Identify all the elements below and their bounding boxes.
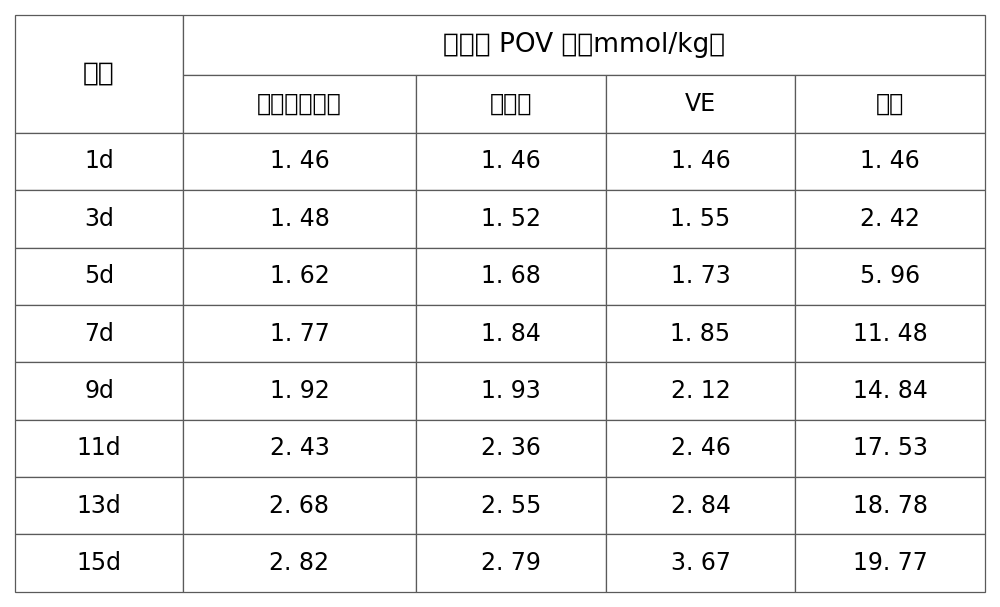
Bar [795, 362, 985, 419]
Text: 7d: 7d [84, 322, 114, 345]
Text: 1. 52: 1. 52 [481, 207, 541, 231]
Text: 1. 46: 1. 46 [481, 149, 541, 174]
Bar [416, 477, 606, 534]
Bar [416, 305, 606, 362]
Bar [606, 419, 795, 477]
Text: 2. 46: 2. 46 [671, 436, 730, 460]
Bar [15, 15, 183, 133]
Text: 14. 84: 14. 84 [853, 379, 928, 403]
Bar [183, 534, 416, 592]
Text: 11d: 11d [77, 436, 121, 460]
Bar [15, 534, 183, 592]
Text: 2. 43: 2. 43 [270, 436, 329, 460]
Text: 2. 36: 2. 36 [481, 436, 541, 460]
Text: 2. 82: 2. 82 [269, 551, 329, 575]
Bar [795, 190, 985, 248]
Text: 1. 77: 1. 77 [270, 322, 329, 345]
Bar [15, 477, 183, 534]
Bar [183, 15, 985, 75]
Bar [606, 477, 795, 534]
Text: 实施例１产物: 实施例１产物 [257, 92, 342, 116]
Text: 1. 93: 1. 93 [481, 379, 541, 403]
Text: 1. 46: 1. 46 [860, 149, 920, 174]
Text: 2. 12: 2. 12 [671, 379, 730, 403]
Text: 2. 42: 2. 42 [860, 207, 920, 231]
Text: 13d: 13d [77, 493, 121, 518]
Bar [416, 248, 606, 305]
Bar [416, 362, 606, 419]
Bar [795, 419, 985, 477]
Text: 2. 84: 2. 84 [671, 493, 731, 518]
Bar [795, 75, 985, 133]
Bar [606, 190, 795, 248]
Text: 1. 68: 1. 68 [481, 264, 541, 288]
Bar [795, 133, 985, 190]
Text: 1. 46: 1. 46 [671, 149, 730, 174]
Bar [183, 190, 416, 248]
Text: 1. 62: 1. 62 [270, 264, 329, 288]
Bar [606, 534, 795, 592]
Text: 1. 55: 1. 55 [670, 207, 731, 231]
Text: 17. 53: 17. 53 [853, 436, 928, 460]
Bar [606, 305, 795, 362]
Text: 5d: 5d [84, 264, 114, 288]
Bar [15, 305, 183, 362]
Bar [416, 75, 606, 133]
Text: 时间: 时间 [83, 61, 115, 87]
Text: 11. 48: 11. 48 [853, 322, 928, 345]
Text: 1. 85: 1. 85 [670, 322, 731, 345]
Bar [416, 419, 606, 477]
Text: 9d: 9d [84, 379, 114, 403]
Bar [795, 534, 985, 592]
Text: 19. 77: 19. 77 [853, 551, 928, 575]
Bar [15, 133, 183, 190]
Bar [15, 248, 183, 305]
Bar [416, 133, 606, 190]
Text: 1. 92: 1. 92 [270, 379, 329, 403]
Text: 1. 73: 1. 73 [671, 264, 730, 288]
Bar [795, 305, 985, 362]
Bar [15, 190, 183, 248]
Bar [183, 75, 416, 133]
Bar [606, 248, 795, 305]
Text: 5. 96: 5. 96 [860, 264, 920, 288]
Text: 1d: 1d [84, 149, 114, 174]
Text: 1. 84: 1. 84 [481, 322, 541, 345]
Text: 15d: 15d [76, 551, 121, 575]
Bar [606, 75, 795, 133]
Text: 1. 48: 1. 48 [270, 207, 329, 231]
Text: 2. 79: 2. 79 [481, 551, 541, 575]
Text: VE: VE [685, 92, 716, 116]
Text: 3d: 3d [84, 207, 114, 231]
Bar [183, 477, 416, 534]
Bar [606, 133, 795, 190]
Bar [416, 190, 606, 248]
Bar [416, 534, 606, 592]
Text: 茶多酚: 茶多酚 [490, 92, 532, 116]
Bar [183, 133, 416, 190]
Text: 18. 78: 18. 78 [853, 493, 928, 518]
Text: 空白: 空白 [876, 92, 904, 116]
Text: 1. 46: 1. 46 [270, 149, 329, 174]
Bar [183, 419, 416, 477]
Bar [183, 362, 416, 419]
Bar [606, 362, 795, 419]
Bar [795, 248, 985, 305]
Text: 2. 68: 2. 68 [269, 493, 329, 518]
Text: 抗氧化 POV 值（mmol/kg）: 抗氧化 POV 值（mmol/kg） [443, 32, 725, 58]
Bar [183, 305, 416, 362]
Bar [15, 362, 183, 419]
Text: 3. 67: 3. 67 [671, 551, 730, 575]
Bar [15, 419, 183, 477]
Bar [183, 248, 416, 305]
Bar [795, 477, 985, 534]
Text: 2. 55: 2. 55 [481, 493, 541, 518]
